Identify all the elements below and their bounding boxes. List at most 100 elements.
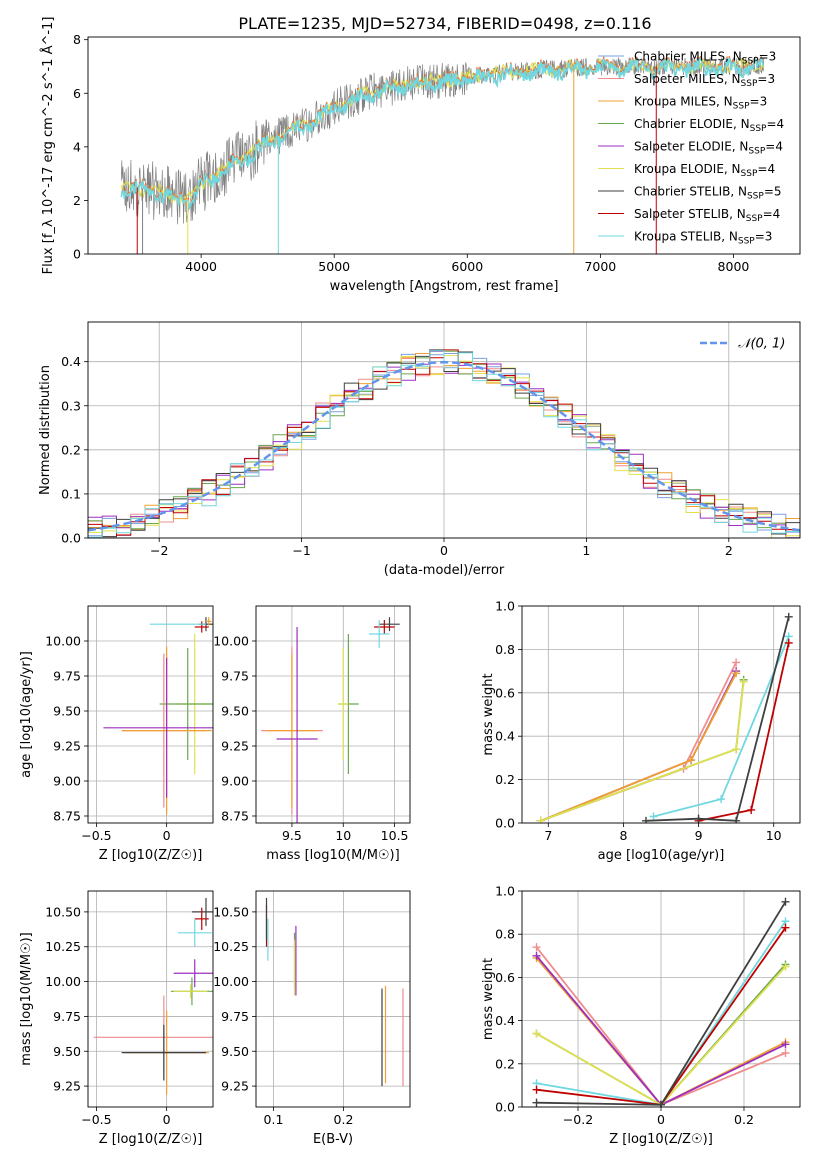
y-tick-label: 9.00 xyxy=(53,774,81,789)
normal-distribution-curve xyxy=(88,360,800,532)
page-title: PLATE=1235, MJD=52734, FIBERID=0498, z=0… xyxy=(238,14,651,33)
data-point-marker xyxy=(536,816,545,823)
data-point-marker xyxy=(532,1029,541,1038)
y-tick-label: 10.50 xyxy=(45,904,81,919)
mass-vs-ebv-panel: 0.1 0.2 9.25 9.50 9.75 10.00 10.25 10.50 E(B-V) xyxy=(213,890,411,1147)
data-point-marker xyxy=(747,805,756,814)
y-tick-label: 9.50 xyxy=(221,1044,249,1059)
observed-spectrum-line xyxy=(120,57,765,225)
data-point-marker xyxy=(717,795,726,804)
plot-frame xyxy=(87,890,214,1108)
plot-frame xyxy=(521,605,801,824)
x-axis-label: Z [log10(Z/Z☉)] xyxy=(99,1132,203,1147)
y-tick-label: 0.0 xyxy=(61,531,81,546)
legend-subscript: SSP xyxy=(741,79,758,89)
legend-label: Chabrier ELODIE, NSSP=4 xyxy=(634,117,784,134)
data-point-marker xyxy=(732,816,741,823)
x-tick-label: 0 xyxy=(657,1112,665,1127)
data-point-marker xyxy=(781,1040,790,1049)
y-axis-label: mass [log10(M/M☉)] xyxy=(19,932,34,1065)
age-vs-mass-panel: 9.5 10 10.5 8.75 9.00 9.25 9.50 9.75 10.00 mass [… xyxy=(213,605,411,863)
y-tick-label: 0.6 xyxy=(495,685,515,700)
y-tick-label: 9.75 xyxy=(221,1009,249,1024)
data-point-marker xyxy=(732,669,741,678)
x-tick-label: 8000 xyxy=(718,259,750,274)
x-tick-label: 10 xyxy=(766,828,782,843)
plot-area xyxy=(103,617,213,815)
y-axis-label: Flux [f_λ 10^-17 erg cm^-2 s^-1 Å^-1] xyxy=(40,17,56,275)
mass-weight-line xyxy=(645,616,790,822)
y-tick-label: 0.2 xyxy=(61,442,81,457)
data-point-marker xyxy=(732,745,741,754)
y-tick-label: 0.0 xyxy=(495,1100,515,1115)
x-tick-label: −0.5 xyxy=(81,1112,111,1127)
mass-weight-line xyxy=(540,670,737,822)
x-tick-label: 4000 xyxy=(185,259,217,274)
legend-value: =4 xyxy=(765,140,783,154)
spectrum-panel: 4000 5000 6000 7000 8000 0 2 4 6 8 wavelength [Ang… xyxy=(40,17,801,294)
x-tick-label: 10.5 xyxy=(381,828,409,843)
plot-frame xyxy=(255,890,411,1108)
plot-area xyxy=(536,612,793,823)
x-axis-label: (data-model)/error xyxy=(384,563,505,578)
legend-subscript: SSP xyxy=(733,102,750,112)
data-point-marker xyxy=(649,812,658,821)
mass-weight-line xyxy=(540,681,745,822)
x-tick-label: −0.5 xyxy=(81,828,111,843)
legend-label: Chabrier STELIB, NSSP=5 xyxy=(634,185,782,202)
x-axis-label: wavelength [Angstrom, rest frame] xyxy=(330,279,559,294)
x-tick-label: 9 xyxy=(695,828,703,843)
data-point-marker xyxy=(694,814,703,823)
legend-subscript: SSP xyxy=(750,124,767,134)
legend-value: =4 xyxy=(766,117,784,131)
data-point-marker xyxy=(781,897,790,906)
x-tick-label: 2 xyxy=(725,543,733,558)
x-axis-label: Z [log10(Z/Z☉)] xyxy=(609,1132,713,1147)
data-point-marker xyxy=(687,756,696,765)
data-point-marker xyxy=(732,658,741,667)
x-tick-label: 0.2 xyxy=(734,1112,754,1127)
residuals-panel: −2 −1 0 1 2 0.0 0.1 0.2 0.3 0.4 (data-model)/error… xyxy=(38,321,801,578)
data-point-marker xyxy=(657,1100,665,1107)
y-tick-label: 10.50 xyxy=(213,904,249,919)
y-axis-label: age [log10(age/yr)] xyxy=(19,651,34,778)
y-tick-label: 0.1 xyxy=(61,486,81,501)
plot-frame xyxy=(521,890,801,1108)
y-tick-label: 9.75 xyxy=(53,1009,81,1024)
y-tick-label: 10.00 xyxy=(213,974,249,989)
legend-value: =5 xyxy=(764,185,782,199)
x-tick-label: 10 xyxy=(335,828,351,843)
legend-label: Kroupa MILES, NSSP=3 xyxy=(634,95,767,112)
y-tick-label: 9.25 xyxy=(221,1079,249,1094)
y-tick-label: 8.75 xyxy=(221,809,249,824)
y-tick-label: 0.8 xyxy=(495,927,515,942)
mass-weight-line xyxy=(540,672,737,822)
y-tick-label: 0 xyxy=(73,247,81,262)
x-tick-label: 7000 xyxy=(584,259,616,274)
plot-area xyxy=(261,617,400,823)
y-tick-label: 9.25 xyxy=(53,1079,81,1094)
y-tick-label: 9.25 xyxy=(53,739,81,754)
y-axis-label: mass weight xyxy=(481,673,496,755)
data-point-marker xyxy=(781,962,790,971)
legend-subscript: SSP xyxy=(742,57,759,67)
y-tick-label: 2 xyxy=(73,193,81,208)
y-tick-label: 1.0 xyxy=(495,599,515,614)
plot-frame xyxy=(87,36,801,255)
x-tick-label: 0 xyxy=(440,543,448,558)
y-tick-label: 0.4 xyxy=(495,729,515,744)
legend-value: =3 xyxy=(757,72,775,86)
x-tick-label: 6000 xyxy=(451,259,483,274)
y-tick-label: 9.50 xyxy=(53,1044,81,1059)
x-axis-label: Z [log10(Z/Z☉)] xyxy=(99,848,203,863)
legend-value: =3 xyxy=(759,50,777,64)
y-tick-label: 1.0 xyxy=(495,884,515,899)
x-tick-label: 7 xyxy=(544,828,552,843)
y-tick-label: 10.25 xyxy=(45,939,81,954)
x-tick-label: −1 xyxy=(292,543,310,558)
legend-value: =4 xyxy=(763,207,781,221)
data-point-marker xyxy=(532,1098,541,1107)
y-tick-label: 10.00 xyxy=(45,974,81,989)
y-tick-label: 0.4 xyxy=(495,1013,515,1028)
x-axis-label: E(B-V) xyxy=(313,1132,353,1147)
